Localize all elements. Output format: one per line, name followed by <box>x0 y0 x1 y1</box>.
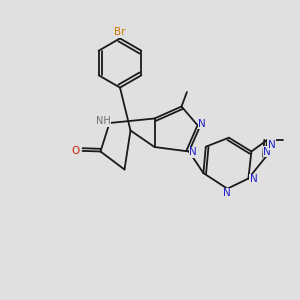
Text: N: N <box>198 119 206 129</box>
Text: N: N <box>223 188 231 199</box>
Text: N: N <box>189 147 197 157</box>
Text: Br: Br <box>114 27 126 38</box>
Text: O: O <box>72 146 80 156</box>
Text: N: N <box>263 147 271 157</box>
Text: N: N <box>268 140 275 150</box>
Text: NH: NH <box>95 116 110 127</box>
Text: N: N <box>250 174 258 184</box>
